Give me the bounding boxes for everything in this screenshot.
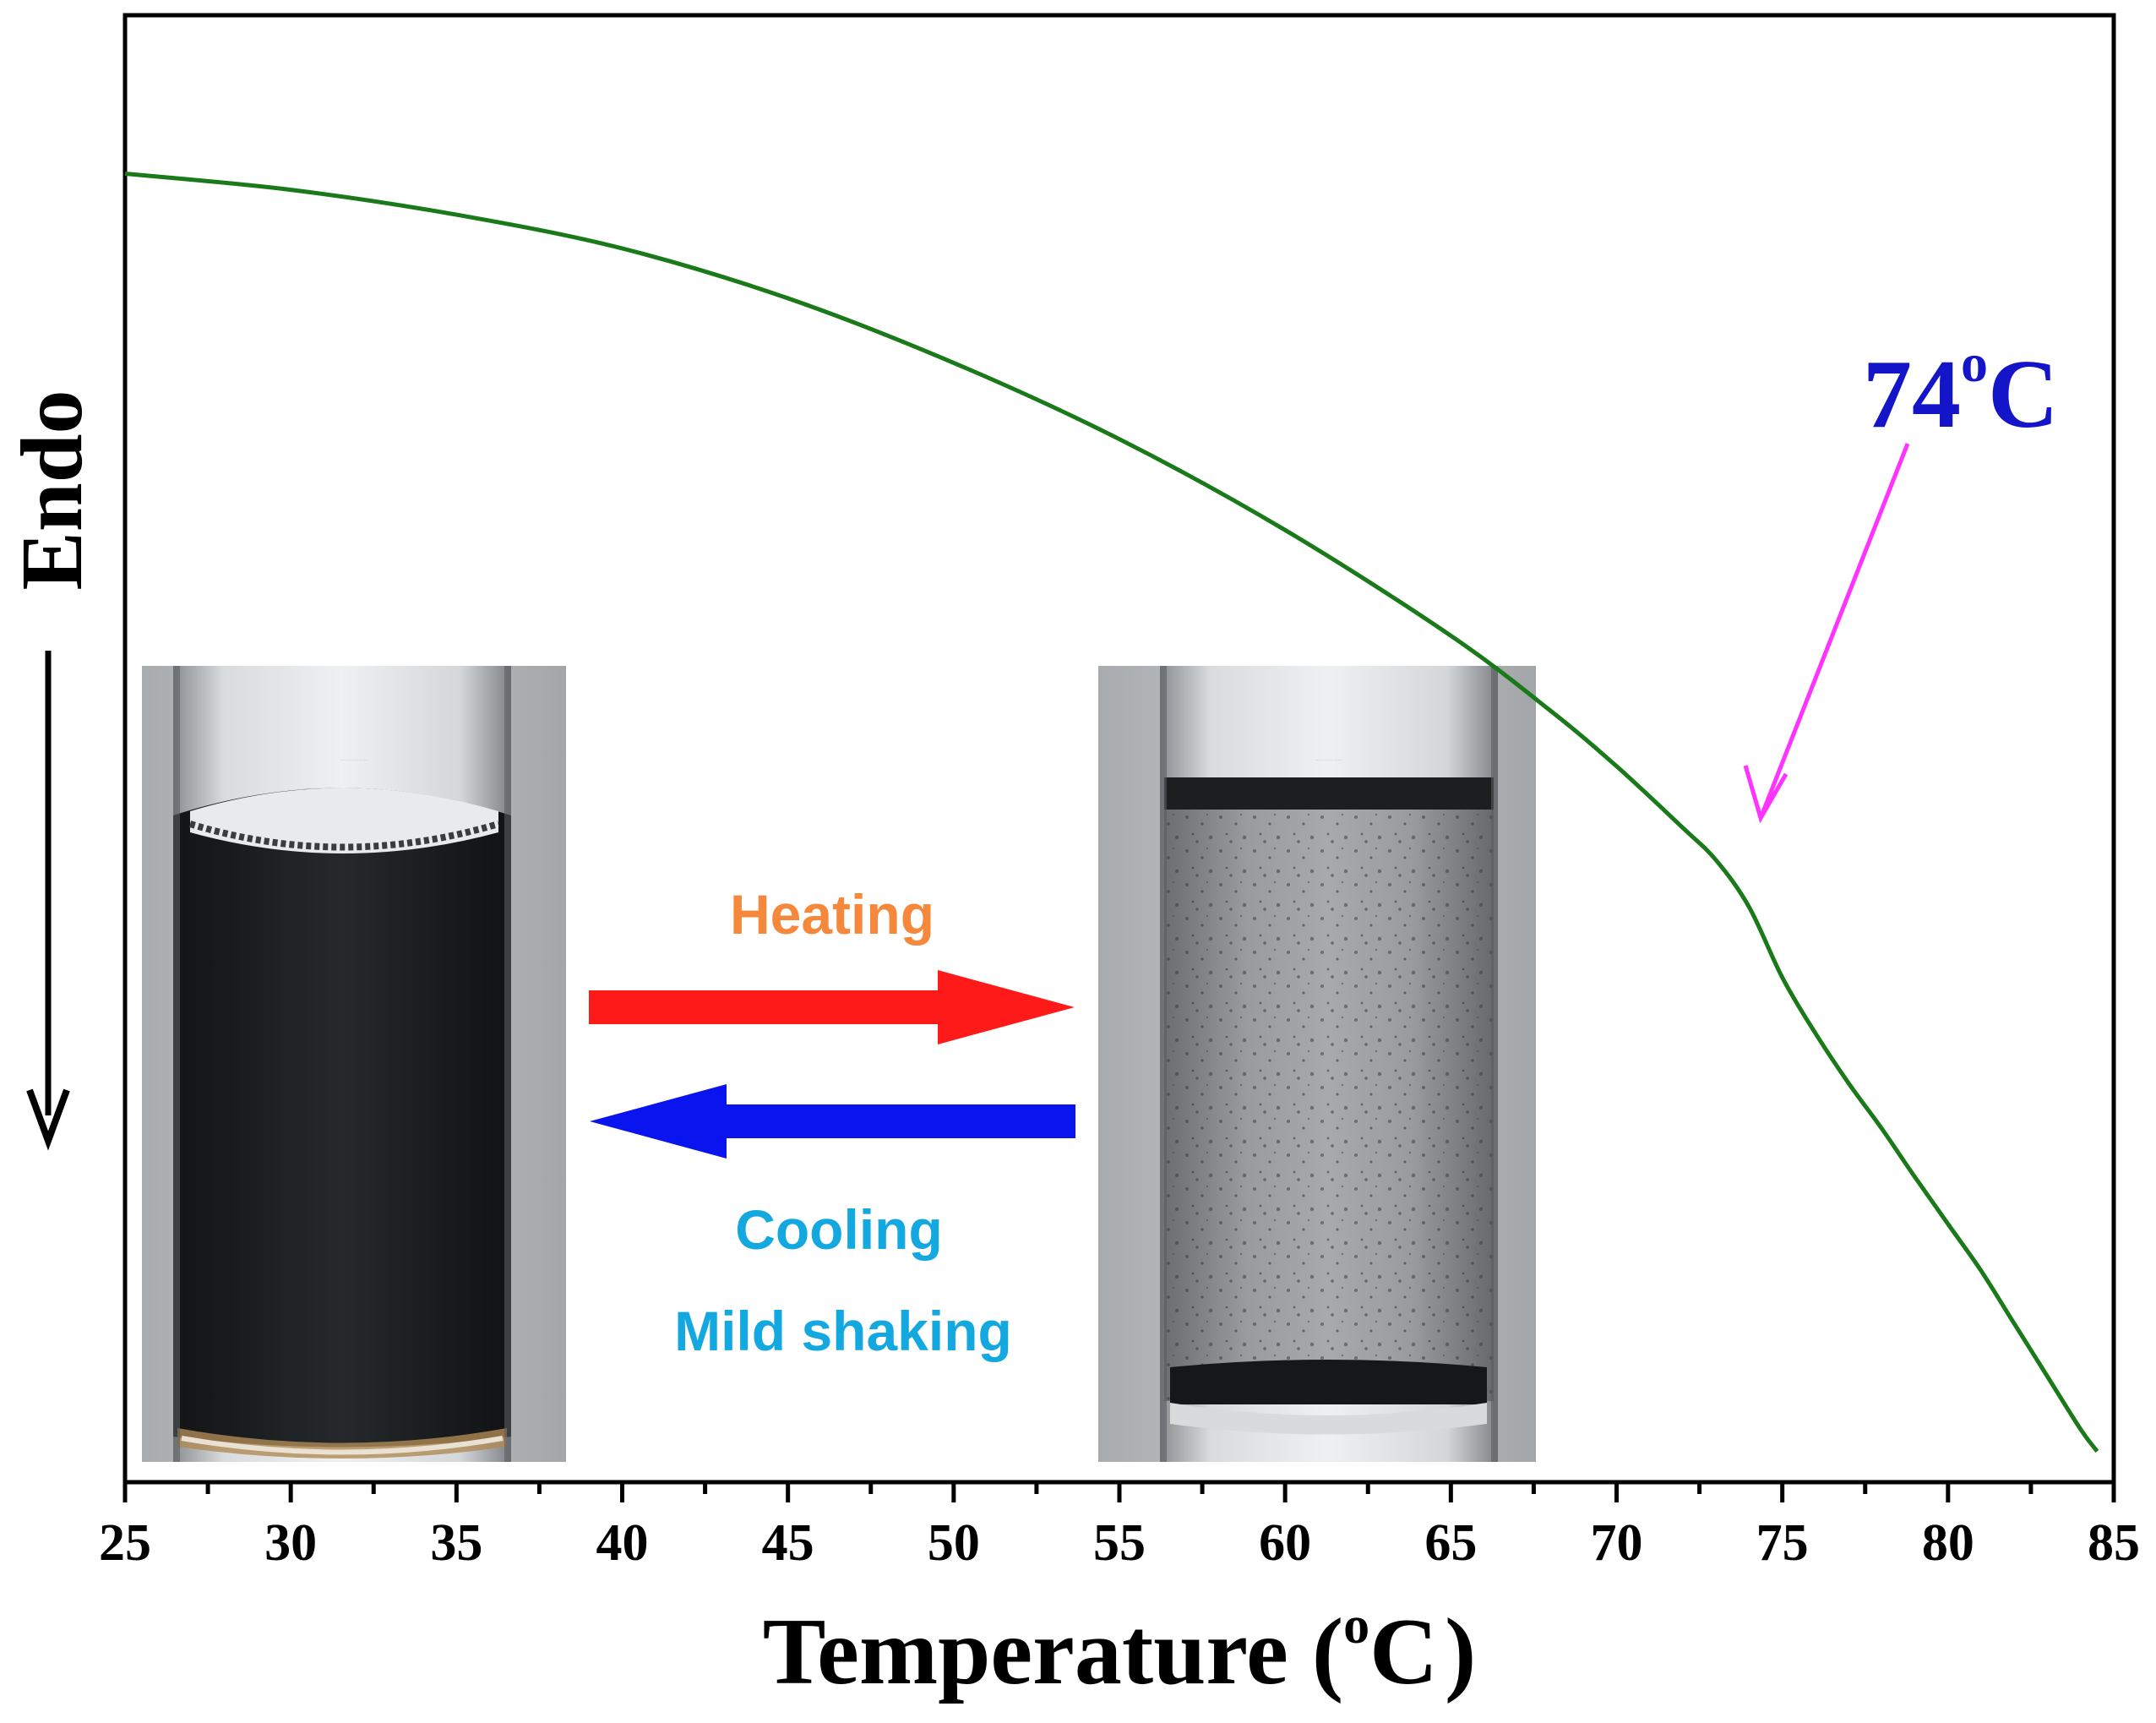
curve-layer — [124, 172, 2099, 1453]
annotation-degree: o — [1961, 333, 1988, 393]
y-axis-title-group: Endo — [3, 390, 101, 1151]
right-vial-caption: vial after heating (grey suspension) — [1315, 759, 1342, 761]
x-tick-label: 45 — [762, 1514, 814, 1572]
annotation-unit: C — [1988, 341, 2059, 449]
x-tick-label: 50 — [928, 1514, 980, 1572]
cooling-label: Cooling — [735, 1198, 943, 1261]
x-tick-label: 85 — [2088, 1514, 2140, 1572]
annotation-label-0: 74oC — [1863, 333, 2059, 449]
x-axis-title-unit: C — [1369, 1600, 1438, 1704]
x-tick-label: 75 — [1756, 1514, 1809, 1572]
heating-indicator: Heating — [589, 883, 1075, 1044]
heating-arrow — [589, 970, 1075, 1044]
heating-label: Heating — [730, 883, 934, 946]
y-axis-arrow-head — [26, 1088, 70, 1151]
x-tick-label: 55 — [1093, 1514, 1146, 1572]
series-line-0 — [124, 172, 2099, 1453]
annotation-layer: 74oC — [1743, 333, 2059, 824]
x-tick-label: 40 — [596, 1514, 649, 1572]
x-axis-title-degree: o — [1343, 1597, 1369, 1655]
x-tick-label: 65 — [1424, 1514, 1477, 1572]
x-tick-label: 80 — [1922, 1514, 1974, 1572]
annotation-value: 74 — [1863, 341, 1961, 449]
right-vial-photo: vial after heating (grey suspension) — [1098, 666, 1536, 1462]
left-vial-photo: vial before heating (dark dispersion) — [142, 666, 566, 1462]
mild-shaking-label: Mild shaking — [674, 1300, 1012, 1362]
x-axis-title-close: ) — [1445, 1600, 1476, 1704]
left-vial-caption: vial before heating (dark dispersion) — [340, 759, 368, 761]
y-axis-title: Endo — [3, 390, 101, 590]
x-tick-label: 70 — [1591, 1514, 1643, 1572]
x-axis-ticks: 25 30 35 40 45 50 55 60 65 70 75 80 85 — [99, 1482, 2140, 1572]
x-axis-title-main: Temperature ( — [763, 1600, 1343, 1704]
x-tick-label: 60 — [1259, 1514, 1311, 1572]
annotation-arrow-head — [1743, 765, 1788, 824]
cooling-arrow — [590, 1084, 1075, 1159]
x-tick-label: 25 — [99, 1514, 151, 1572]
x-tick-label: 35 — [430, 1514, 482, 1572]
x-axis-title: Temperature (oC) — [763, 1597, 1477, 1704]
cooling-indicator: Cooling Mild shaking — [590, 1084, 1075, 1362]
x-tick-label: 30 — [264, 1514, 317, 1572]
annotation-arrow-shaft — [1758, 443, 1910, 819]
